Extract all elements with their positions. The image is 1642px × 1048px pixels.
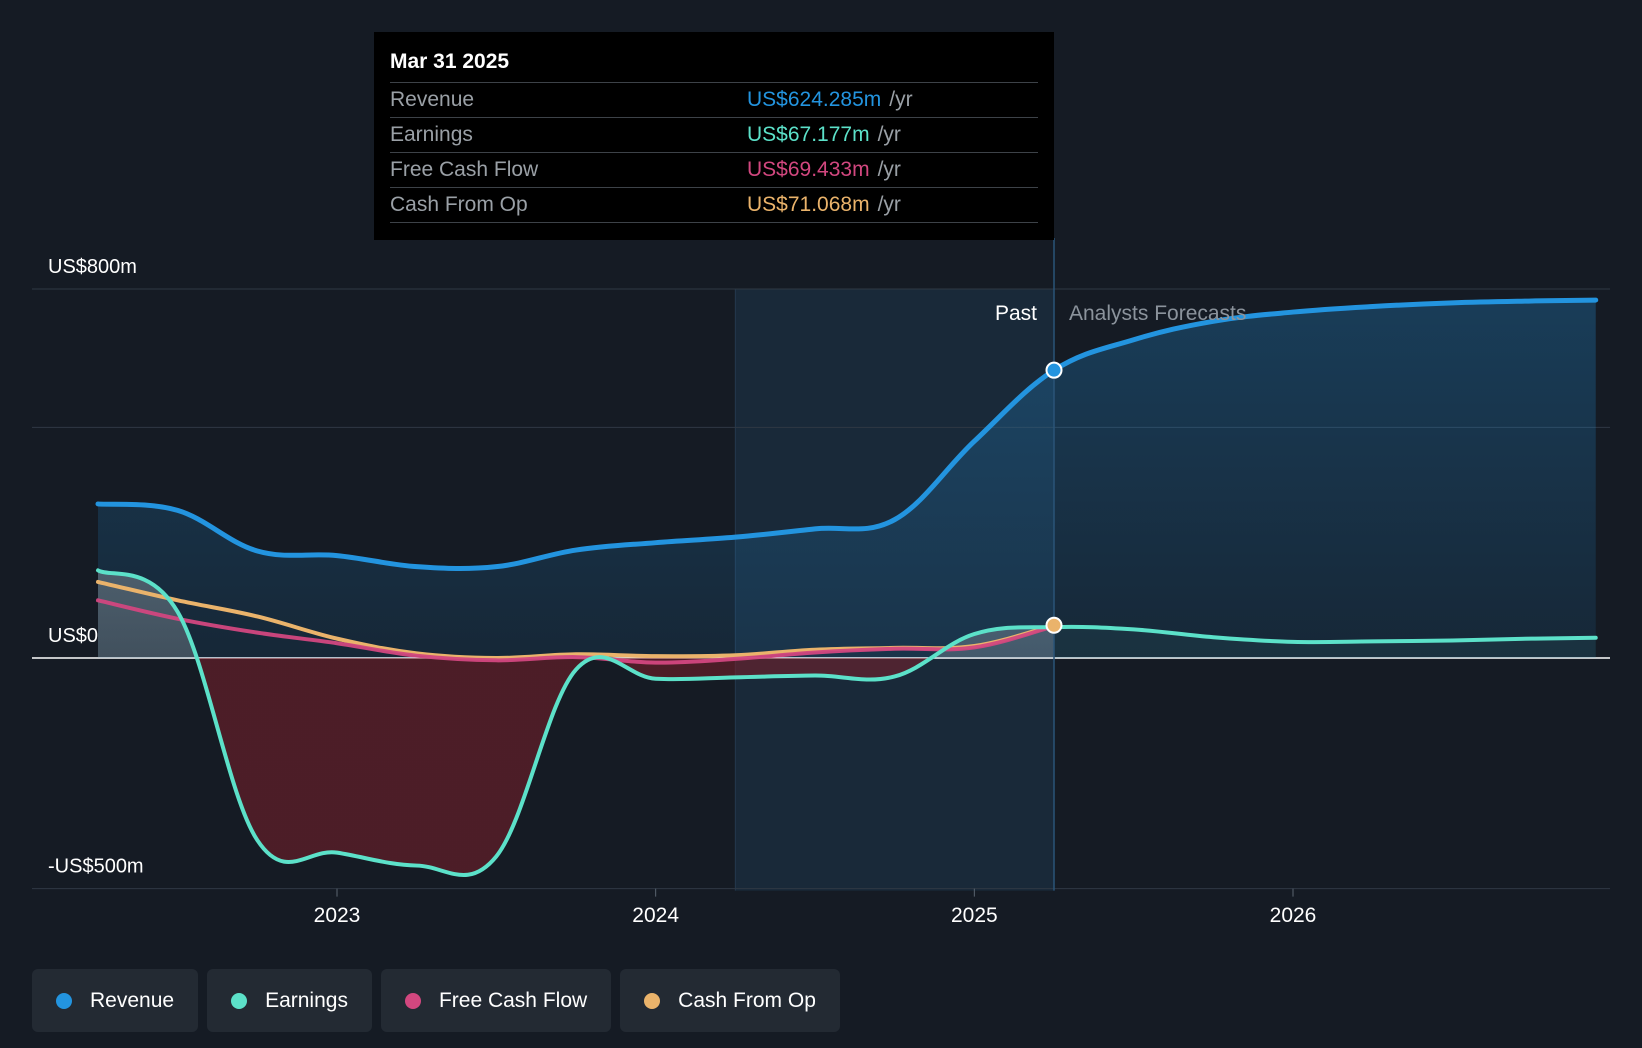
- tooltip-unit: /yr: [877, 123, 901, 146]
- tooltip-row-cash-from-op: Cash From Op US$71.068m /yr: [390, 188, 1038, 223]
- tooltip-unit: /yr: [877, 158, 901, 181]
- x-tick-label: 2024: [632, 904, 679, 927]
- tooltip-label: Revenue: [390, 88, 475, 111]
- tooltip-row-revenue: Revenue US$624.285m /yr: [390, 83, 1038, 118]
- forecast-label: Analysts Forecasts: [1069, 302, 1246, 325]
- free-cash-flow-line: [96, 598, 1056, 665]
- x-tick-label: 2023: [314, 904, 361, 927]
- tooltip-unit: /yr: [889, 88, 913, 111]
- tooltip: Mar 31 2025 Revenue US$624.285m /yr Earn…: [374, 32, 1054, 240]
- tooltip-label: Earnings: [390, 123, 473, 146]
- legend-item-revenue[interactable]: Revenue: [32, 969, 199, 1032]
- y-axis-label: US$0: [48, 625, 98, 647]
- tooltip-value: US$624.285m: [747, 88, 882, 111]
- legend-item-earnings[interactable]: Earnings: [207, 969, 372, 1032]
- legend-item-free-cash-flow[interactable]: Free Cash Flow: [380, 969, 612, 1032]
- legend-item-cash-from-op[interactable]: Cash From Op: [620, 969, 840, 1032]
- legend-label: Revenue: [90, 988, 175, 1012]
- x-tick-label: 2026: [1270, 904, 1317, 927]
- earnings-negative-area: [98, 658, 1054, 875]
- revenue-dot-icon: [56, 992, 72, 1009]
- revenue-marker: [1045, 361, 1063, 379]
- tooltip-date: Mar 31 2025: [390, 46, 1038, 83]
- cash-from-op-dot-icon: [644, 992, 661, 1009]
- tooltip-value: US$69.433m: [747, 158, 870, 181]
- y-axis-label: -US$500m: [48, 856, 144, 878]
- legend-label: Free Cash Flow: [438, 988, 588, 1012]
- tooltip-row-earnings: Earnings US$67.177m /yr: [390, 118, 1038, 153]
- legend: Revenue Earnings Free Cash Flow Cash Fro…: [32, 969, 840, 1032]
- tooltip-value: US$67.177m: [747, 123, 870, 146]
- cash-from-op-marker: [1045, 616, 1063, 634]
- tooltip-value: US$71.068m: [747, 193, 870, 216]
- free-cash-flow-dot-icon: [404, 992, 421, 1009]
- x-tick-label: 2025: [951, 904, 998, 927]
- past-label: Past: [995, 302, 1037, 325]
- tooltip-row-free-cash-flow: Free Cash Flow US$69.433m /yr: [390, 153, 1038, 188]
- tooltip-unit: /yr: [877, 193, 901, 216]
- y-axis-label: US$800m: [48, 256, 137, 278]
- tooltip-label: Cash From Op: [390, 193, 528, 216]
- legend-label: Cash From Op: [678, 988, 816, 1012]
- revenue-line: [95, 297, 1599, 572]
- earnings-dot-icon: [231, 992, 248, 1009]
- tooltip-label: Free Cash Flow: [390, 158, 539, 181]
- earnings-line: [96, 568, 1598, 877]
- legend-label: Earnings: [265, 988, 348, 1012]
